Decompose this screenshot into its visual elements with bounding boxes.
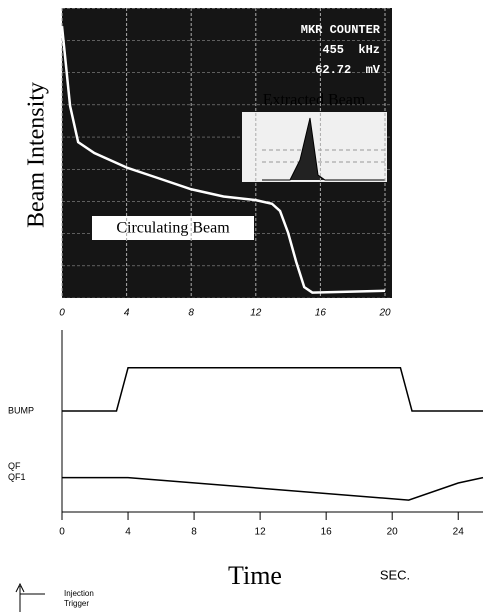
annotation: Trigger	[64, 599, 89, 608]
y-label: Beam Intensity	[24, 82, 50, 228]
x-tick-label: 0	[59, 308, 65, 319]
x-tick-label: 16	[315, 308, 327, 319]
x-tick-label: 12	[250, 308, 262, 319]
x-label: Time	[228, 561, 282, 590]
x-tick-label: 8	[191, 527, 197, 538]
x-tick-label: 24	[453, 527, 465, 538]
series-label: QF1	[8, 472, 26, 482]
x-tick-label: 0	[59, 527, 65, 538]
x-tick-label: 4	[125, 527, 131, 538]
series-line	[62, 368, 483, 411]
annotation: 62.72 mV	[315, 63, 381, 77]
x-tick-label: 4	[124, 308, 130, 319]
x-tick-label: 12	[255, 527, 267, 538]
trigger-arrow	[16, 584, 45, 612]
annotation: Circulating Beam	[116, 220, 230, 237]
annotation: Extracted Beam	[263, 92, 366, 109]
annotation: Injection	[64, 589, 94, 598]
x-tick-label: 8	[188, 308, 194, 319]
figure: Beam Intensity MKR COUNTER 455 kHz 62.72…	[0, 0, 486, 613]
series-label: BUMP	[8, 405, 34, 415]
x-tick-label: 16	[321, 527, 333, 538]
series-label: QF	[8, 461, 21, 471]
annotation: MKR COUNTER	[301, 23, 381, 37]
x-unit: SEC.	[380, 567, 410, 582]
annotation: 455 kHz	[322, 43, 380, 57]
x-tick-label: 20	[378, 308, 391, 319]
x-tick-label: 20	[387, 527, 399, 538]
series-line	[62, 478, 483, 501]
